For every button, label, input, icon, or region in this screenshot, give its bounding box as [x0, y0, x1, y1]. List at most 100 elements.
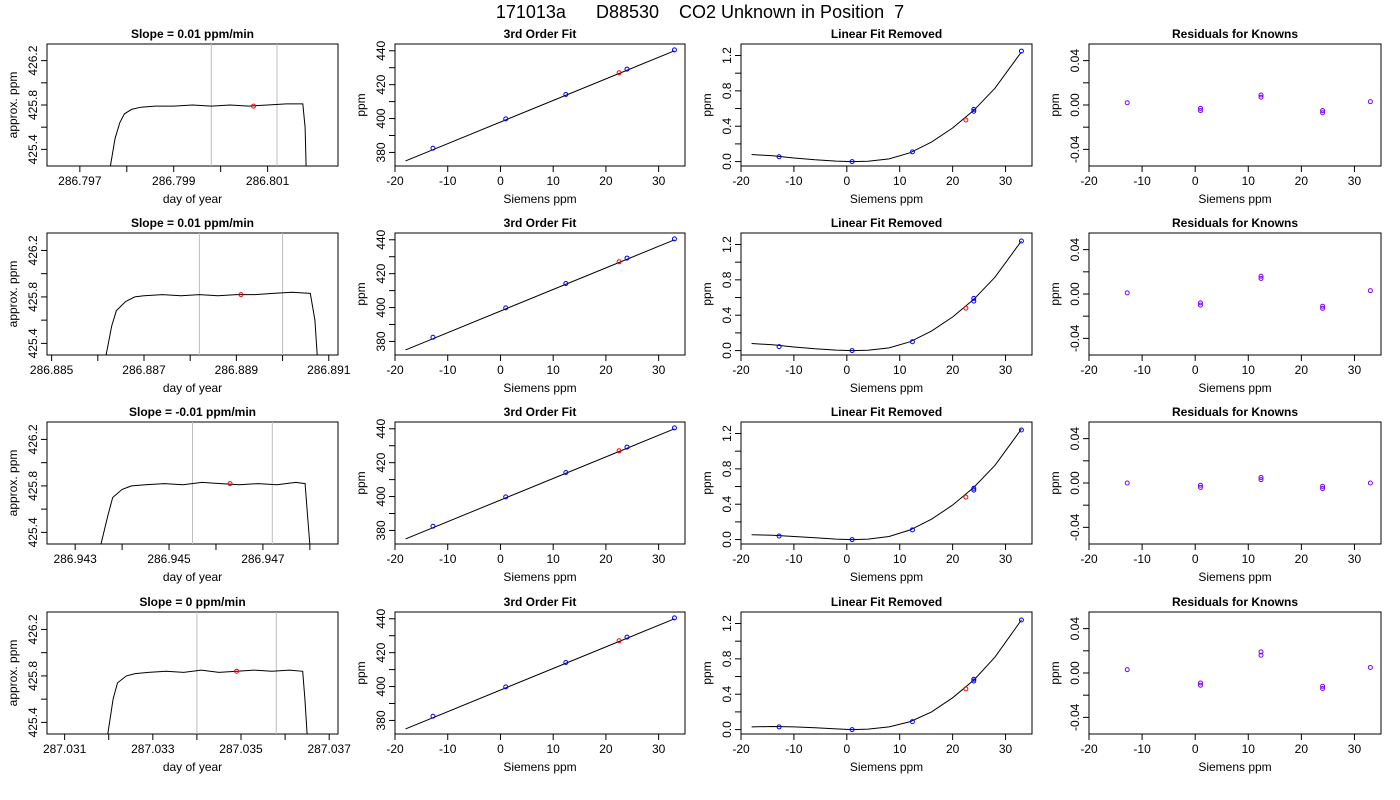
y-tick-label: 400: [374, 108, 388, 128]
panel-data: [1124, 649, 1373, 692]
mean-marker: [234, 668, 240, 674]
residual-point: [1258, 477, 1264, 483]
x-axis-label: Siemens ppm: [1198, 570, 1271, 584]
residual-point: [1258, 92, 1264, 98]
panel-frame: [1088, 421, 1382, 545]
x-tick-label: 20: [1295, 174, 1309, 188]
y-tick-label: 0.00: [1068, 93, 1082, 117]
known-point: [430, 334, 436, 340]
x-tick-label: 10: [547, 174, 561, 188]
y-tick-label: -0.04: [1068, 324, 1082, 352]
panel-data: [751, 238, 1024, 354]
residual-point: [1320, 108, 1326, 114]
x-axis-label: Siemens ppm: [503, 381, 576, 395]
x-axis-label: Siemens ppm: [850, 192, 923, 206]
x-tick-label: -10: [1133, 363, 1151, 377]
y-axis-label: approx. ppm: [6, 72, 20, 139]
panel-frame: [394, 611, 686, 735]
y-tick-label: 425.4: [26, 328, 40, 358]
known-point: [430, 145, 436, 151]
panel-data: [405, 236, 677, 351]
residual-curve: [751, 428, 1022, 541]
known-point: [1018, 617, 1024, 623]
panel-data: [109, 44, 307, 166]
y-tick-label: -0.04: [1068, 135, 1082, 163]
x-tick-label: 30: [1348, 552, 1362, 566]
x-tick-label: 286.797: [58, 174, 102, 188]
y-tick-label: 425.8: [26, 282, 40, 312]
panel-title: 3rd Order Fit: [504, 216, 577, 230]
residual-point: [1258, 649, 1264, 655]
x-tick-label: -10: [1133, 552, 1151, 566]
panel-title: 3rd Order Fit: [504, 595, 577, 609]
x-tick-label: 0: [497, 363, 504, 377]
x-tick-label: 0: [843, 363, 850, 377]
y-tick-label: 1.2: [720, 615, 734, 632]
y-tick-label: 380: [374, 520, 388, 540]
known-point: [503, 494, 509, 500]
known-point: [671, 615, 677, 621]
y-tick-label: 426.2: [26, 424, 40, 454]
x-tick-label: 0: [497, 742, 504, 756]
y-tick-label: 0.0: [720, 531, 734, 548]
known-point: [971, 295, 977, 301]
x-tick-label: 20: [946, 552, 960, 566]
unknown-point: [963, 117, 969, 123]
panel-title: Linear Fit Removed: [831, 405, 942, 419]
panel-title: Slope = 0.01 ppm/min: [131, 27, 254, 41]
y-tick-label: 400: [374, 676, 388, 696]
x-tick-label: 286.945: [147, 552, 191, 566]
y-tick-label: 0.8: [720, 650, 734, 667]
x-tick-label: 10: [547, 742, 561, 756]
y-axis-label: ppm: [700, 661, 714, 684]
known-point: [971, 106, 977, 112]
x-tick-label: -20: [1080, 742, 1098, 756]
y-tick-label: 1.2: [720, 425, 734, 442]
known-point: [624, 444, 630, 450]
mean-marker: [251, 103, 257, 109]
x-tick-label: 287.037: [307, 742, 351, 756]
y-tick-label: 425.4: [26, 707, 40, 737]
y-axis-label: ppm: [1048, 282, 1062, 305]
panel-data: [1124, 273, 1373, 311]
unknown-point: [616, 448, 622, 454]
x-tick-label: 286.801: [246, 174, 290, 188]
panel-timeseries-row2: Slope = 0.01 ppm/min 286.885 286.887 286.88…: [6, 216, 351, 395]
known-point: [909, 339, 915, 345]
panel-grid: Slope = 0.01 ppm/min 286.797 286.799 286.80…: [6, 27, 1382, 774]
panel-residuals-row2: Residuals for Knowns -20 -10 0 10 20 30 -0.04 0.…: [1048, 216, 1382, 395]
x-tick-label: 20: [1295, 552, 1309, 566]
x-tick-label: -10: [785, 174, 803, 188]
mean-marker: [227, 481, 233, 487]
x-tick-label: 20: [1295, 363, 1309, 377]
y-tick-label: 426.2: [26, 235, 40, 265]
panel-data: [107, 612, 308, 734]
y-tick-label: 400: [374, 297, 388, 317]
x-tick-label: 286.799: [152, 174, 196, 188]
panel-timeseries-row1: Slope = 0.01 ppm/min 286.797 286.799 286.80…: [6, 27, 339, 206]
residual-point: [1124, 667, 1130, 673]
y-tick-label: 0.04: [1068, 617, 1082, 641]
residual-point: [1258, 275, 1264, 281]
known-point: [971, 487, 977, 493]
series-line: [100, 481, 311, 544]
fit-line: [405, 618, 675, 730]
panel-frame: [46, 232, 339, 356]
panel-frame: [394, 43, 686, 167]
panel-title: Residuals for Knowns: [1172, 27, 1298, 41]
y-tick-label: -0.04: [1068, 703, 1082, 731]
panel-title: Slope = 0.01 ppm/min: [131, 216, 254, 230]
known-point: [503, 684, 509, 690]
panel-residuals-row3: Residuals for Knowns -20 -10 0 10 20 30 -0.04 0.…: [1048, 405, 1382, 584]
residual-point: [1124, 100, 1130, 106]
panel-title: Linear Fit Removed: [831, 595, 942, 609]
residual-point: [1320, 303, 1326, 309]
panel-frame: [740, 43, 1033, 167]
panel-data: [405, 47, 677, 162]
panel-frame: [394, 421, 686, 545]
x-tick-label: -20: [1080, 363, 1098, 377]
known-point: [671, 236, 677, 242]
x-tick-label: -20: [386, 742, 404, 756]
known-point: [624, 66, 630, 72]
x-tick-label: -20: [732, 552, 750, 566]
